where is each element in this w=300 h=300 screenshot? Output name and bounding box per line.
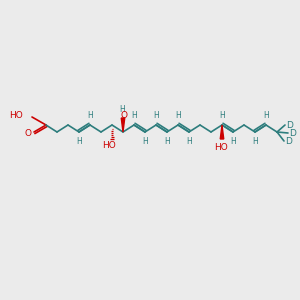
Text: H: H	[153, 112, 159, 121]
Polygon shape	[220, 125, 224, 139]
Text: H: H	[252, 136, 258, 146]
Text: O: O	[121, 110, 128, 119]
Text: H: H	[230, 136, 236, 146]
Text: H: H	[119, 106, 125, 115]
Text: H: H	[87, 112, 93, 121]
Text: D: D	[286, 136, 292, 146]
Text: H: H	[76, 136, 82, 146]
Text: O: O	[25, 128, 32, 137]
Text: HO: HO	[9, 112, 23, 121]
Text: H: H	[164, 136, 170, 146]
Text: H: H	[175, 112, 181, 121]
Text: H: H	[186, 136, 192, 146]
Text: HO: HO	[102, 142, 116, 151]
Text: D: D	[290, 128, 296, 137]
Text: H: H	[219, 112, 225, 121]
Text: D: D	[286, 121, 293, 130]
Polygon shape	[121, 118, 125, 132]
Text: H: H	[131, 112, 137, 121]
Text: H: H	[263, 112, 269, 121]
Text: HO: HO	[214, 142, 228, 152]
Text: H: H	[142, 136, 148, 146]
